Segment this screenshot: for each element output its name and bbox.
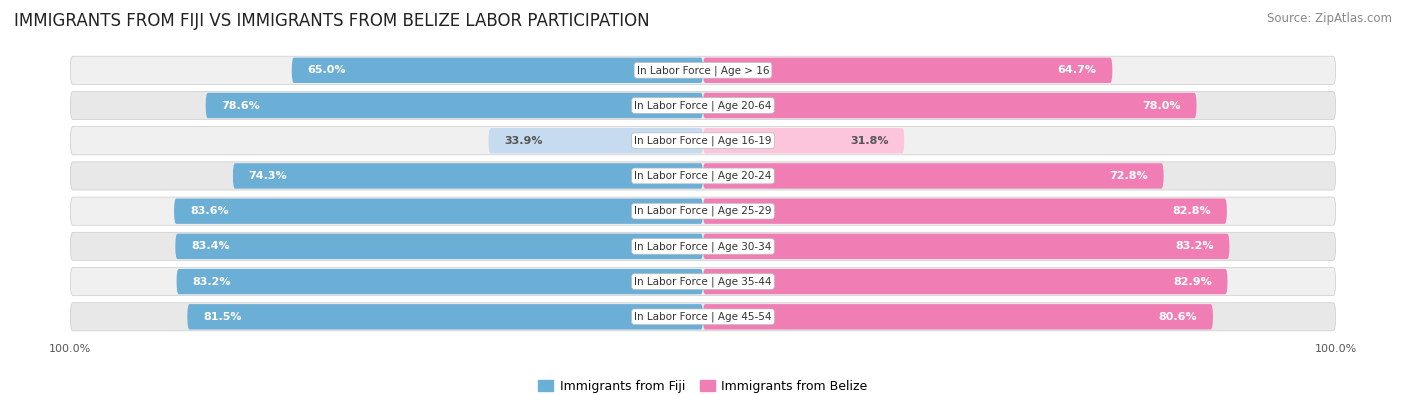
FancyBboxPatch shape [703, 269, 1227, 294]
FancyBboxPatch shape [70, 127, 1336, 155]
Text: 31.8%: 31.8% [849, 136, 889, 146]
Text: 64.7%: 64.7% [1057, 65, 1097, 75]
FancyBboxPatch shape [703, 58, 1112, 83]
FancyBboxPatch shape [70, 267, 1336, 296]
FancyBboxPatch shape [70, 197, 1336, 225]
FancyBboxPatch shape [703, 93, 1197, 118]
FancyBboxPatch shape [177, 269, 703, 294]
Text: In Labor Force | Age > 16: In Labor Force | Age > 16 [637, 65, 769, 75]
FancyBboxPatch shape [174, 198, 703, 224]
FancyBboxPatch shape [703, 128, 904, 153]
FancyBboxPatch shape [291, 58, 703, 83]
FancyBboxPatch shape [703, 304, 1213, 329]
Text: IMMIGRANTS FROM FIJI VS IMMIGRANTS FROM BELIZE LABOR PARTICIPATION: IMMIGRANTS FROM FIJI VS IMMIGRANTS FROM … [14, 12, 650, 30]
Text: 65.0%: 65.0% [308, 65, 346, 75]
Text: In Labor Force | Age 20-64: In Labor Force | Age 20-64 [634, 100, 772, 111]
FancyBboxPatch shape [233, 163, 703, 189]
Text: 74.3%: 74.3% [249, 171, 287, 181]
FancyBboxPatch shape [205, 93, 703, 118]
Text: 83.6%: 83.6% [190, 206, 229, 216]
Text: 82.8%: 82.8% [1173, 206, 1211, 216]
FancyBboxPatch shape [70, 91, 1336, 120]
Text: 78.6%: 78.6% [222, 100, 260, 111]
Text: In Labor Force | Age 16-19: In Labor Force | Age 16-19 [634, 135, 772, 146]
FancyBboxPatch shape [70, 303, 1336, 331]
Text: 80.6%: 80.6% [1159, 312, 1197, 322]
Text: 83.2%: 83.2% [193, 276, 231, 287]
Text: 33.9%: 33.9% [505, 136, 543, 146]
Text: 81.5%: 81.5% [202, 312, 242, 322]
Text: In Labor Force | Age 45-54: In Labor Force | Age 45-54 [634, 312, 772, 322]
Text: 78.0%: 78.0% [1142, 100, 1181, 111]
FancyBboxPatch shape [703, 198, 1227, 224]
FancyBboxPatch shape [176, 234, 703, 259]
Text: 72.8%: 72.8% [1109, 171, 1147, 181]
FancyBboxPatch shape [70, 232, 1336, 260]
Legend: Immigrants from Fiji, Immigrants from Belize: Immigrants from Fiji, Immigrants from Be… [533, 375, 873, 395]
FancyBboxPatch shape [187, 304, 703, 329]
Text: In Labor Force | Age 30-34: In Labor Force | Age 30-34 [634, 241, 772, 252]
FancyBboxPatch shape [70, 162, 1336, 190]
FancyBboxPatch shape [703, 163, 1164, 189]
Text: 83.2%: 83.2% [1175, 241, 1213, 251]
Text: In Labor Force | Age 25-29: In Labor Force | Age 25-29 [634, 206, 772, 216]
Text: 83.4%: 83.4% [191, 241, 229, 251]
Text: Source: ZipAtlas.com: Source: ZipAtlas.com [1267, 12, 1392, 25]
Text: 82.9%: 82.9% [1173, 276, 1212, 287]
FancyBboxPatch shape [703, 234, 1229, 259]
FancyBboxPatch shape [70, 56, 1336, 85]
Text: In Labor Force | Age 20-24: In Labor Force | Age 20-24 [634, 171, 772, 181]
Text: In Labor Force | Age 35-44: In Labor Force | Age 35-44 [634, 276, 772, 287]
FancyBboxPatch shape [488, 128, 703, 153]
